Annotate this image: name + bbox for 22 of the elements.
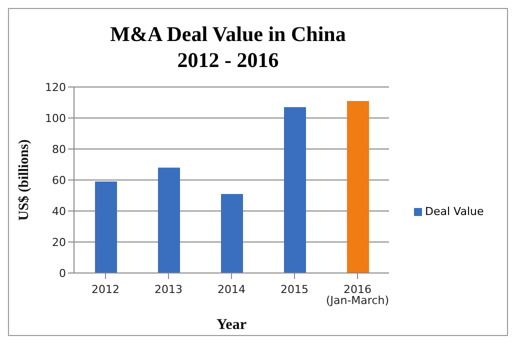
bar xyxy=(158,168,180,273)
chart-title: M&A Deal Value in China xyxy=(109,21,347,47)
x-tick-label: 2012 xyxy=(92,282,120,296)
y-tick-label: 40 xyxy=(52,204,66,218)
y-tick-label: 80 xyxy=(52,142,66,156)
legend-label: Deal Value xyxy=(425,205,484,218)
y-tick-label: 100 xyxy=(45,112,66,125)
y-tick-label: 20 xyxy=(52,236,66,249)
y-tick-label: 60 xyxy=(52,174,66,187)
x-axis-title: Year xyxy=(216,317,247,333)
bar xyxy=(221,194,243,273)
bar xyxy=(95,182,117,273)
bar xyxy=(347,100,369,273)
bar xyxy=(284,107,306,273)
y-axis-title: US$ (billions) xyxy=(16,139,32,221)
y-tick-label: 0 xyxy=(59,266,66,280)
x-tick-label: 2015 xyxy=(280,282,308,296)
x-tick-label: 2016 (Jan-March) xyxy=(326,282,390,307)
chart-subtitle: 2012 - 2016 xyxy=(176,47,280,73)
x-tick-label: 2013 xyxy=(154,282,182,296)
x-tick-label: 2014 xyxy=(218,282,246,296)
y-tick-label: 120 xyxy=(45,80,66,94)
